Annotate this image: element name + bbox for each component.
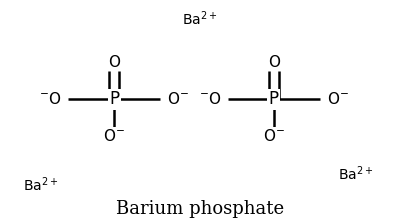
Text: O$^{-}$: O$^{-}$ [326, 91, 348, 107]
Text: P: P [269, 90, 279, 108]
Text: P: P [109, 90, 119, 108]
Text: O$^{-}$: O$^{-}$ [263, 128, 285, 144]
Text: Barium phosphate: Barium phosphate [116, 200, 284, 218]
Text: O: O [108, 55, 120, 70]
Text: Ba$^{2+}$: Ba$^{2+}$ [182, 9, 218, 28]
Text: O$^{-}$: O$^{-}$ [167, 91, 189, 107]
Text: O$^{-}$: O$^{-}$ [103, 128, 125, 144]
Text: $^{-}$O: $^{-}$O [199, 91, 221, 107]
Text: O: O [268, 55, 280, 70]
Text: $^{-}$O: $^{-}$O [39, 91, 62, 107]
Text: Ba$^{2+}$: Ba$^{2+}$ [23, 175, 58, 194]
Text: Ba$^{2+}$: Ba$^{2+}$ [338, 164, 373, 183]
